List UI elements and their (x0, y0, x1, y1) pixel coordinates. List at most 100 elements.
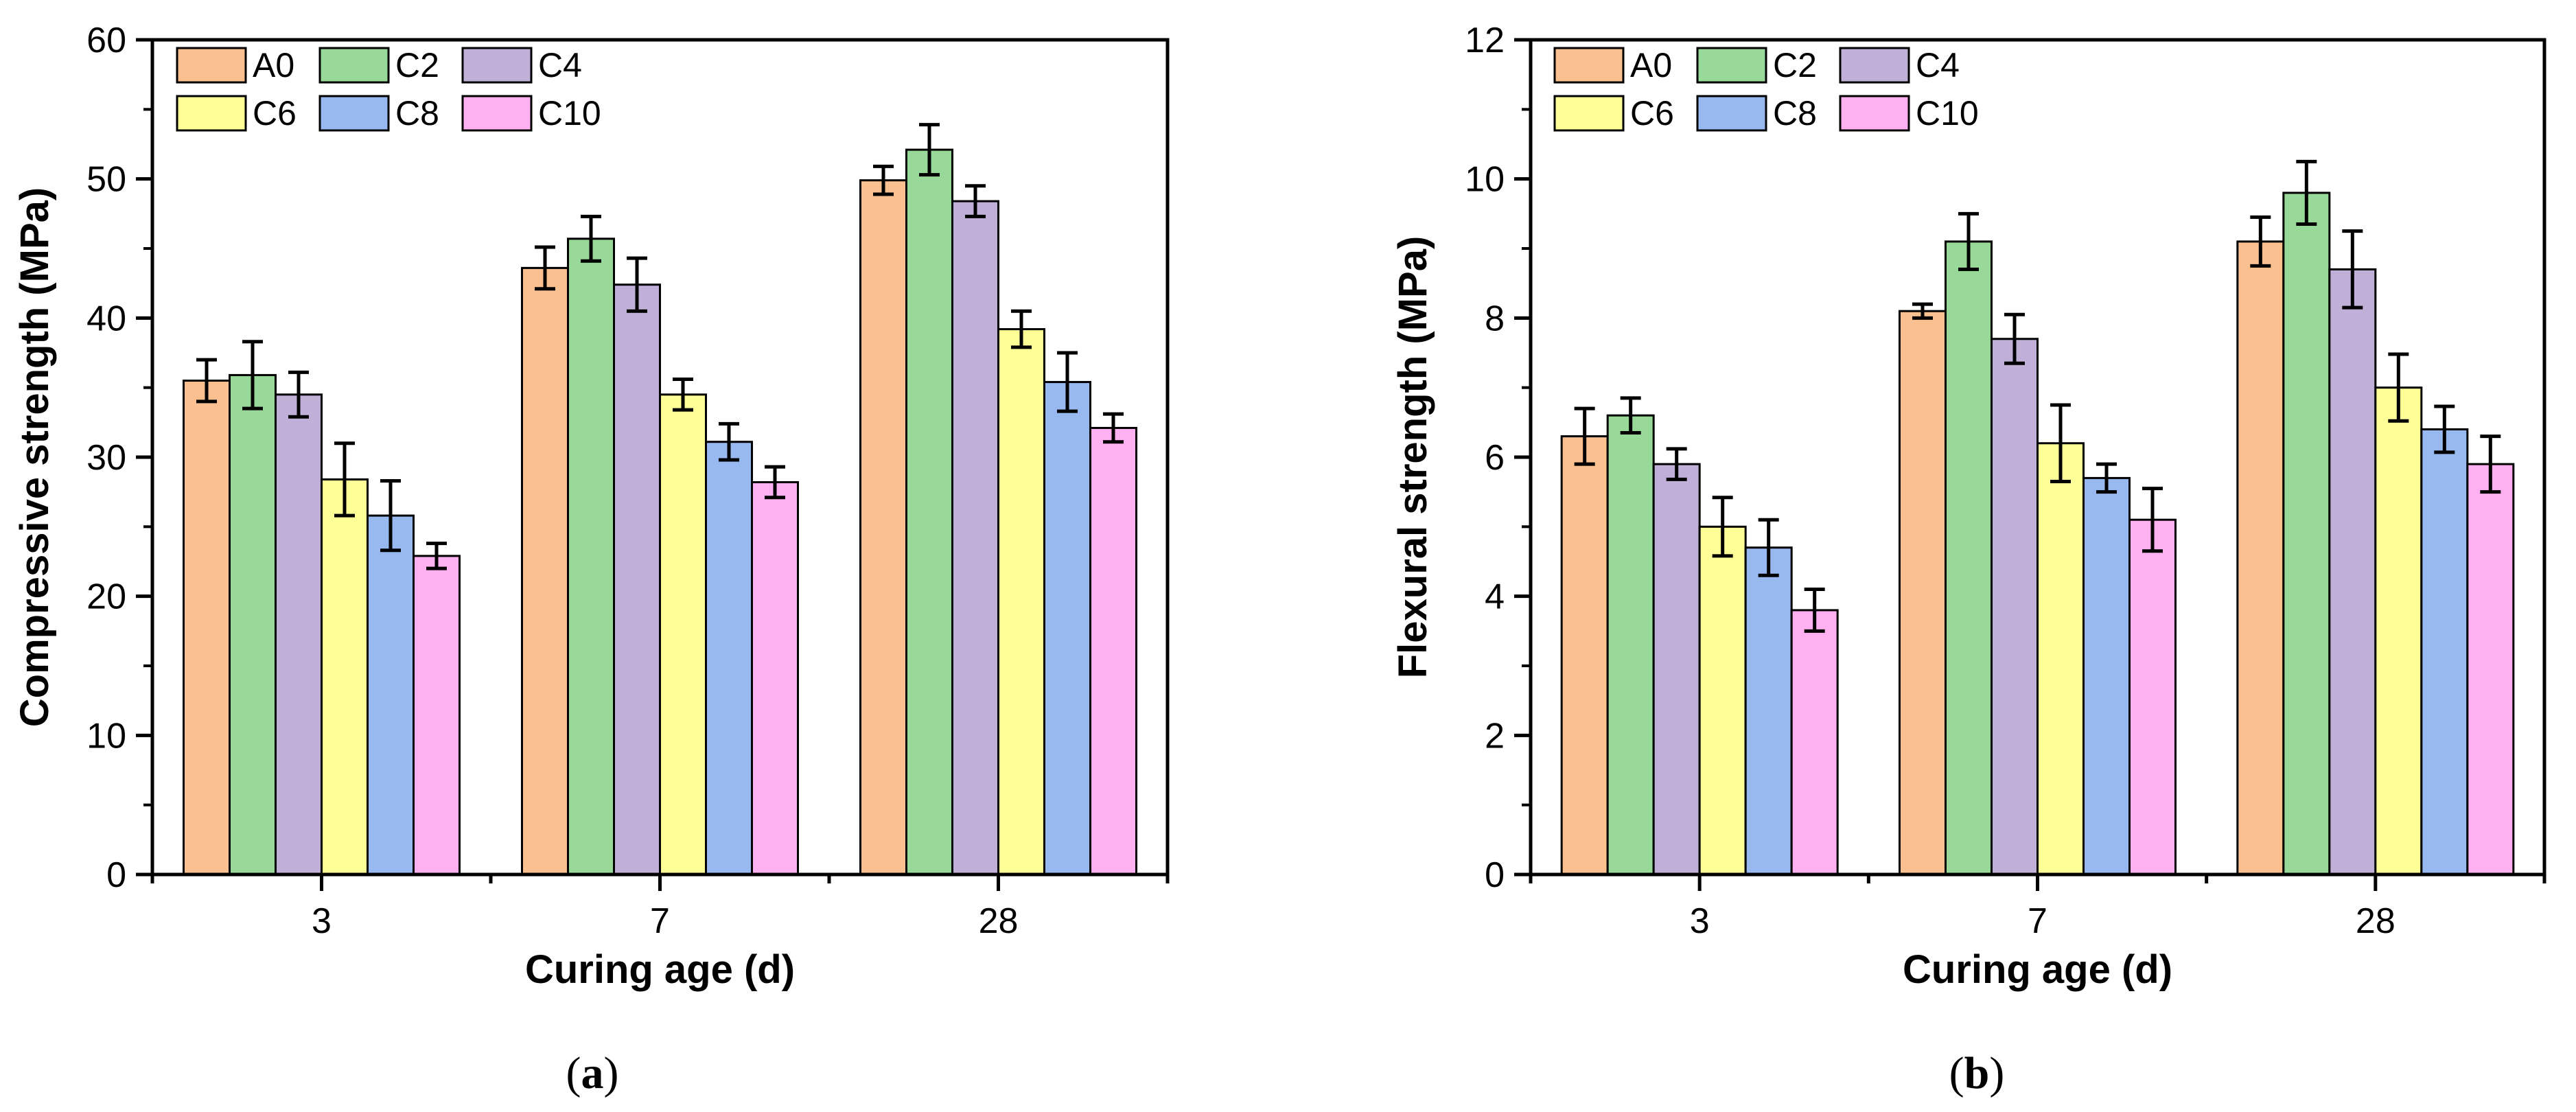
bar-c4-3 (275, 393, 323, 876)
legend-label-c8: C8 (395, 94, 439, 132)
y-tick-label: 20 (86, 577, 126, 617)
error-bar-a0-7 (1912, 302, 1933, 320)
error-bar-c10-7 (2142, 487, 2163, 553)
x-axis-title: Curing age (d) (1903, 947, 2172, 992)
error-bar-c4-28 (965, 184, 986, 218)
y-axis-title: Compressive strength (MPa) (12, 187, 57, 727)
error-bar-c8-28 (2434, 404, 2455, 454)
bar-c2-3 (229, 373, 277, 876)
legend-swatch-a0 (1553, 47, 1625, 84)
y-tick-label: 6 (1485, 438, 1505, 478)
bar-c2-7 (1945, 240, 1993, 876)
legend-label-c6: C6 (253, 94, 297, 132)
error-bar-c2-28 (2296, 159, 2317, 227)
bar-c10-3 (413, 555, 461, 876)
error-bar-c6-3 (1712, 496, 1733, 558)
legend-swatch-c4 (461, 47, 533, 84)
y-tick-label: 60 (86, 21, 126, 60)
y-tick-label: 10 (1465, 160, 1505, 200)
x-tick-label: 7 (650, 901, 670, 941)
error-bar-c4-3 (1666, 447, 1687, 481)
error-bar-c2-7 (581, 214, 601, 263)
panel-label-open: ( (1949, 1048, 1964, 1098)
legend-label-c8: C8 (1773, 94, 1817, 132)
bar-c8-3 (367, 514, 415, 876)
error-bar-c6-3 (334, 441, 355, 518)
error-bar-c8-3 (380, 478, 401, 553)
error-bar-a0-7 (535, 245, 555, 291)
bar-c6-28 (2374, 386, 2423, 876)
bar-c10-28 (2466, 463, 2515, 876)
bar-a0-7 (1899, 310, 1947, 876)
legend-swatch-a0 (176, 47, 247, 84)
error-bar-c4-3 (288, 370, 309, 419)
error-bar-c6-28 (1011, 309, 1032, 349)
legend-label-c2: C2 (1773, 46, 1817, 84)
error-bar-c2-3 (242, 340, 263, 410)
bar-c8-7 (2082, 476, 2131, 876)
y-tick-label: 0 (1485, 855, 1505, 895)
error-bar-c8-3 (1758, 518, 1779, 577)
bar-c10-7 (751, 480, 799, 876)
panel-label-letter: b (1964, 1048, 1990, 1098)
y-tick-label: 30 (86, 438, 126, 478)
legend-label-c4: C4 (538, 46, 582, 84)
error-bar-c10-3 (1804, 588, 1825, 633)
bar-c2-3 (1606, 414, 1655, 876)
legend-swatch-c4 (1839, 47, 1910, 84)
error-bar-c4-7 (2004, 312, 2025, 365)
x-tick-label: 3 (312, 901, 332, 941)
panel-label-open: ( (566, 1048, 581, 1098)
error-bar-c10-28 (2480, 435, 2501, 494)
bar-c10-28 (1089, 426, 1137, 876)
bar-a0-3 (183, 380, 231, 876)
legend-swatch-c2 (1696, 47, 1767, 84)
panel-label: (b) (1949, 1048, 2005, 1098)
bar-a0-3 (1560, 435, 1609, 876)
x-tick-label: 28 (2356, 901, 2395, 941)
legend-label-c10: C10 (538, 94, 601, 132)
bar-c4-3 (1652, 463, 1701, 876)
legend-swatch-c6 (176, 95, 247, 132)
bar-c4-28 (951, 200, 999, 876)
legend-label-a0: A0 (253, 46, 294, 84)
bar-a0-28 (2236, 240, 2285, 876)
legend-swatch-c10 (461, 95, 533, 132)
bar-c4-28 (2328, 268, 2377, 876)
legend-label-c10: C10 (1916, 94, 1979, 132)
bar-c6-7 (659, 393, 707, 876)
x-axis-title: Curing age (d) (525, 947, 795, 992)
bar-c6-3 (321, 478, 369, 876)
legend-label-c6: C6 (1630, 94, 1674, 132)
error-bar-c8-28 (1057, 351, 1078, 413)
x-tick-label: 7 (2028, 901, 2047, 941)
legend-swatch-c2 (318, 47, 390, 84)
error-bar-c10-3 (426, 542, 447, 570)
bar-c2-28 (905, 148, 953, 876)
error-bar-c6-28 (2388, 352, 2409, 423)
y-tick-label: 10 (86, 716, 126, 756)
bar-c6-3 (1698, 525, 1747, 876)
error-bar-c4-28 (2342, 229, 2363, 310)
y-axis-title: Flexural strength (MPa) (1391, 236, 1435, 679)
bar-c4-7 (613, 283, 661, 876)
bar-c10-7 (2128, 518, 2177, 876)
bar-c8-7 (705, 441, 753, 876)
legend-swatch-c6 (1553, 95, 1625, 132)
bar-c8-28 (1043, 381, 1091, 876)
legend-label-a0: A0 (1630, 46, 1672, 84)
bar-c2-28 (2282, 192, 2331, 876)
legend: A0 C2 C4 C6 C8 C10 (176, 46, 601, 132)
bar-c2-7 (567, 238, 615, 876)
y-tick-label: 50 (86, 160, 126, 200)
error-bar-c8-7 (719, 421, 739, 462)
panel-b-flexural-strength-chart: 0 2 4 6 8 10 12 3 7 28 Curing age (d) Flexural stre… (1391, 21, 2546, 1098)
y-tick-label: 2 (1485, 716, 1505, 756)
bar-c8-3 (1744, 546, 1793, 876)
x-tick-label: 3 (1690, 901, 1710, 941)
panel-label-close: ) (1989, 1048, 2004, 1098)
error-bar-c6-7 (673, 378, 693, 412)
y-tick-label: 8 (1485, 299, 1505, 338)
y-tick-label: 40 (86, 299, 126, 338)
error-bar-a0-28 (2250, 215, 2271, 268)
